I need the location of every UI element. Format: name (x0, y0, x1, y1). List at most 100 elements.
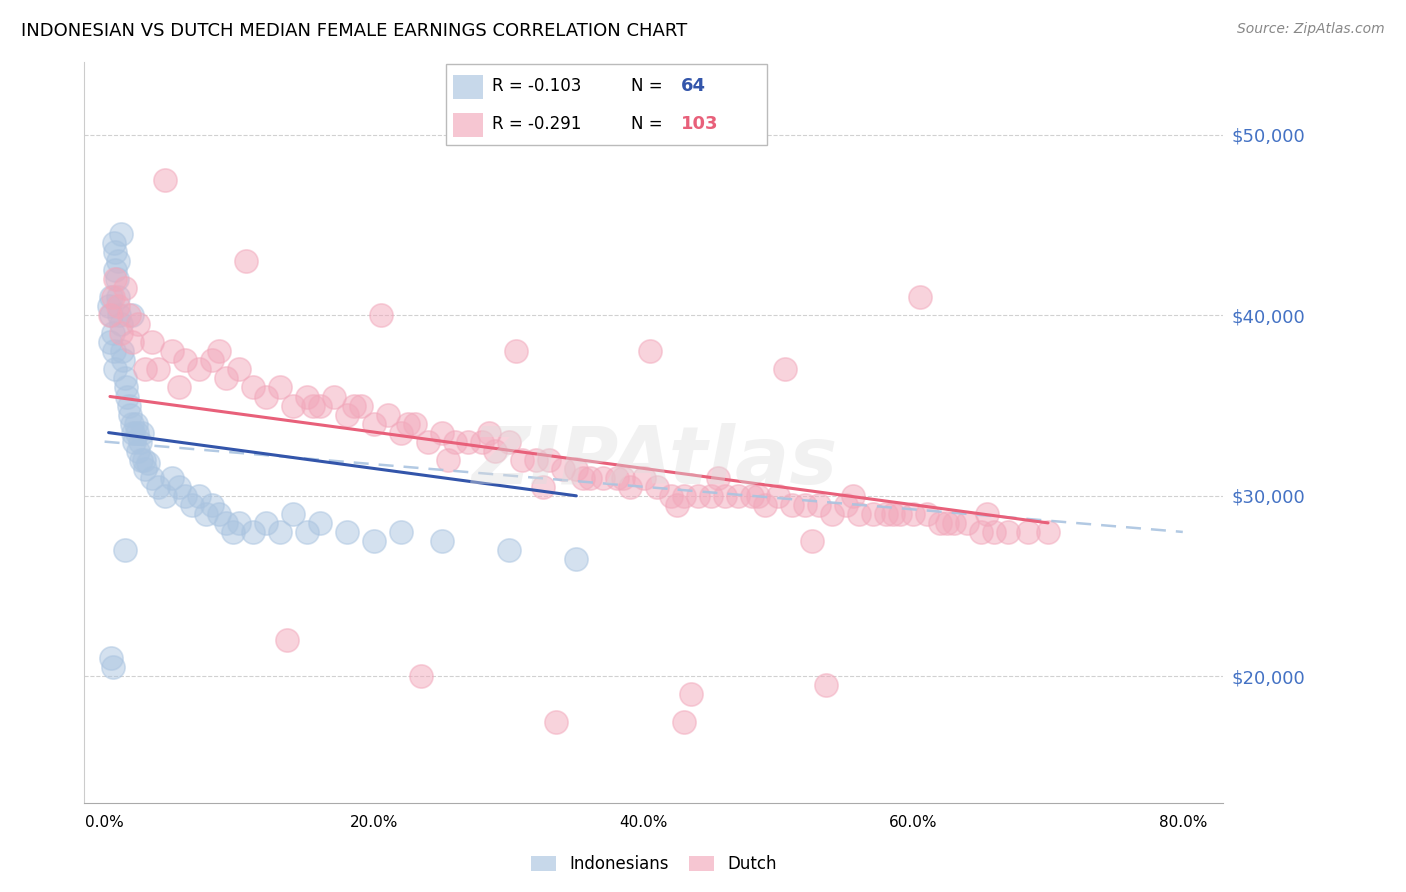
Point (101, 290, 124, 304)
Point (336, 408, 359, 422)
Point (794, 498, 817, 512)
Point (592, 471, 614, 485)
Point (242, 524, 264, 539)
Point (107, 290, 129, 304)
Point (201, 498, 224, 512)
Point (114, 371, 136, 385)
Point (117, 390, 139, 404)
Point (122, 434, 145, 449)
Point (1017, 524, 1039, 539)
Point (242, 380, 264, 394)
Point (524, 452, 547, 467)
Point (131, 425, 153, 440)
Point (167, 380, 190, 394)
Point (780, 498, 803, 512)
Point (875, 507, 897, 521)
Point (215, 371, 238, 385)
Point (194, 507, 217, 521)
Point (118, 399, 141, 413)
Point (97, 299, 120, 313)
Point (141, 471, 163, 485)
Point (551, 461, 574, 475)
Point (814, 678, 837, 692)
FancyBboxPatch shape (446, 64, 766, 145)
Point (148, 362, 170, 376)
Point (498, 543, 520, 558)
Point (578, 471, 600, 485)
Point (997, 524, 1019, 539)
Point (768, 489, 790, 503)
Point (174, 353, 197, 368)
Point (538, 452, 561, 467)
Point (444, 434, 467, 449)
Point (679, 688, 702, 702)
Point (512, 452, 534, 467)
Point (134, 461, 156, 475)
Point (498, 434, 520, 449)
Point (983, 524, 1005, 539)
Point (141, 335, 163, 350)
Point (174, 489, 197, 503)
Point (659, 489, 682, 503)
Point (645, 480, 668, 494)
Point (673, 714, 696, 729)
Point (377, 408, 399, 422)
Point (103, 235, 125, 250)
Point (343, 399, 366, 413)
Point (167, 480, 190, 494)
Text: Source: ZipAtlas.com: Source: ZipAtlas.com (1237, 22, 1385, 37)
Point (505, 344, 527, 359)
Point (956, 516, 979, 530)
Point (115, 380, 138, 394)
Point (122, 425, 145, 440)
Point (935, 516, 957, 530)
Point (915, 507, 938, 521)
Point (848, 507, 870, 521)
Point (118, 308, 141, 322)
Point (269, 380, 291, 394)
Point (437, 452, 460, 467)
Text: R = -0.103: R = -0.103 (492, 78, 582, 95)
Point (666, 498, 689, 512)
Point (101, 326, 124, 341)
FancyBboxPatch shape (453, 113, 482, 137)
Point (801, 533, 824, 548)
Point (336, 524, 359, 539)
Text: INDONESIAN VS DUTCH MEDIAN FEMALE EARNINGS CORRELATION CHART: INDONESIAN VS DUTCH MEDIAN FEMALE EARNIN… (21, 22, 688, 40)
Point (929, 516, 952, 530)
Point (572, 471, 595, 485)
Point (235, 254, 257, 268)
Point (208, 344, 231, 359)
Point (389, 524, 412, 539)
Point (104, 263, 127, 277)
Point (276, 633, 298, 648)
Point (908, 290, 931, 304)
Point (807, 498, 830, 512)
Text: R = -0.291: R = -0.291 (492, 115, 582, 133)
Point (148, 480, 170, 494)
Point (110, 227, 132, 241)
Point (127, 318, 149, 332)
Point (155, 173, 177, 187)
Point (350, 399, 373, 413)
Point (471, 434, 494, 449)
Point (112, 353, 135, 368)
Point (713, 489, 735, 503)
Point (821, 507, 844, 521)
Point (100, 651, 122, 665)
Point (707, 471, 730, 485)
Point (363, 417, 385, 431)
Point (430, 533, 453, 548)
Point (295, 390, 318, 404)
Point (283, 507, 305, 521)
Point (727, 489, 749, 503)
Point (640, 344, 662, 359)
Point (107, 299, 129, 313)
Point (134, 362, 156, 376)
Text: N =: N = (631, 78, 668, 95)
Point (841, 489, 863, 503)
Text: N =: N = (631, 115, 668, 133)
Point (100, 308, 122, 322)
Point (136, 456, 159, 470)
Point (835, 498, 858, 512)
